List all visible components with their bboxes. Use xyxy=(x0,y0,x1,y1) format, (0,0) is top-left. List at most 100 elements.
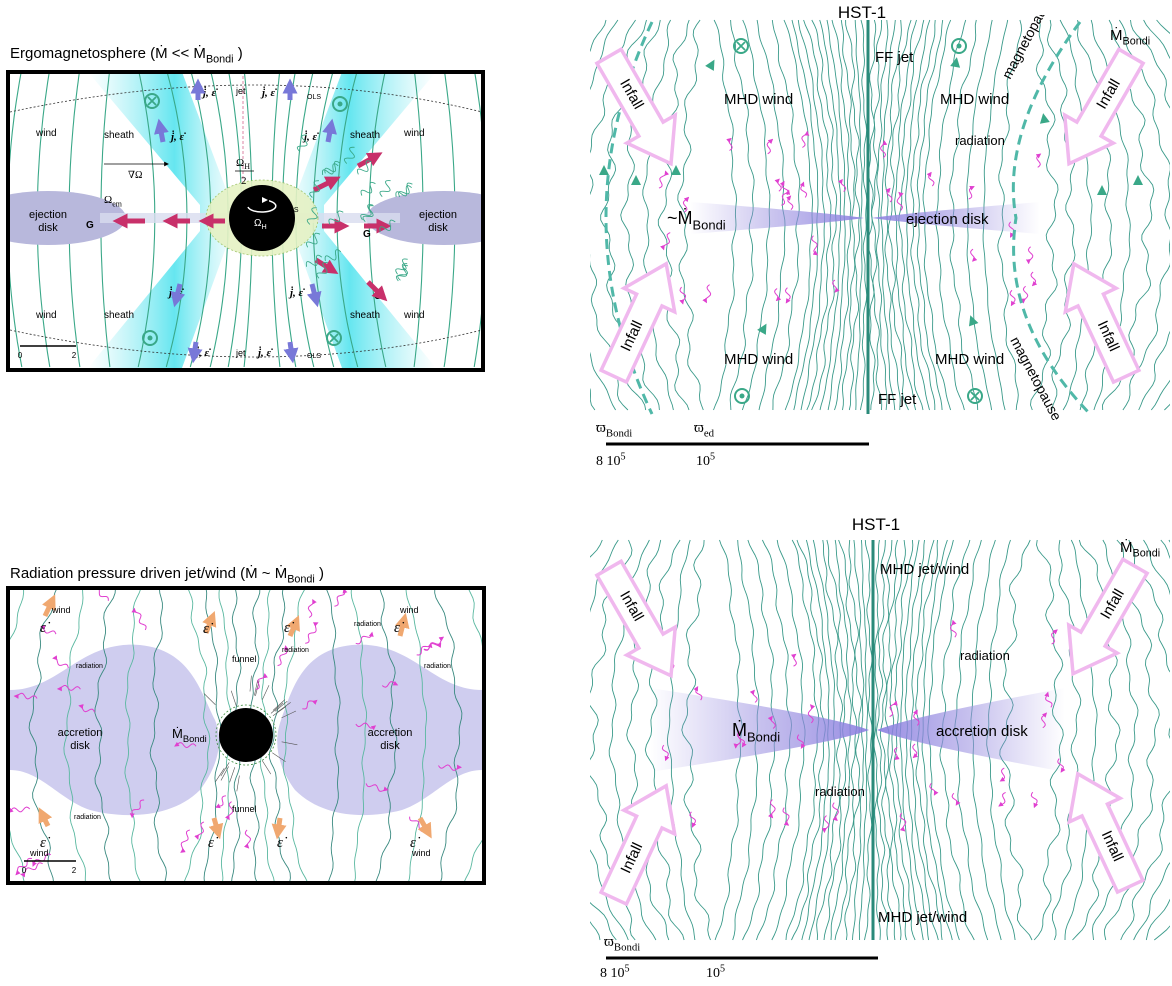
radiation-arrow xyxy=(767,715,776,729)
radiation-arrow xyxy=(78,704,96,713)
accretion-disk-label: accretion disk xyxy=(58,727,103,752)
field-line xyxy=(854,19,863,411)
field-line xyxy=(502,72,516,367)
funnel-line xyxy=(220,762,230,777)
panel-frame xyxy=(6,586,486,885)
radiation-arrow xyxy=(661,744,670,762)
field-direction xyxy=(631,175,641,185)
scale-value-part: 10 xyxy=(696,454,710,469)
funnel-line xyxy=(281,710,297,719)
energy-flux-arrow xyxy=(394,612,410,637)
radiation-arrow xyxy=(786,195,794,210)
ejection-disk-label: ejection disk xyxy=(29,209,67,234)
field-line xyxy=(1059,19,1093,411)
tangled-field xyxy=(360,204,373,221)
flux-arrow xyxy=(187,341,203,364)
mdot-label-part: Bondi xyxy=(747,729,780,744)
scale-name-part: ϖ xyxy=(694,420,704,436)
field-line xyxy=(1133,539,1170,941)
poynting-arrow xyxy=(366,280,388,302)
mdot-label-part: Ṁ xyxy=(732,720,747,740)
jet-wind-label: MHD jet/wind xyxy=(878,909,967,926)
radiation-arrow xyxy=(832,802,839,822)
rotation-arrowhead xyxy=(262,197,268,203)
funnel-line xyxy=(249,675,252,692)
radiation-arrow xyxy=(40,625,57,635)
radiation-arrow xyxy=(726,137,733,151)
infall-outline xyxy=(1063,261,1142,385)
scale-name-part: Bondi xyxy=(614,942,640,954)
radiation-arrow xyxy=(1030,791,1039,809)
radiation-arrow xyxy=(782,807,790,826)
field-line xyxy=(657,19,690,411)
field-line xyxy=(124,590,141,881)
radiation-arrow xyxy=(215,795,226,809)
field-line xyxy=(1051,539,1082,941)
tangled-field xyxy=(296,134,308,152)
mdot-label: ṀBondi xyxy=(732,720,780,744)
radiation-arrow xyxy=(89,590,109,601)
jet-label: jet xyxy=(235,86,246,96)
radiation-arrow xyxy=(749,689,758,703)
flux-arrow xyxy=(154,118,169,143)
radiation-arrow xyxy=(768,799,776,819)
flux-label: j̇, ε̇ xyxy=(201,86,218,99)
ejection-disk-label: ejection disk xyxy=(419,209,457,234)
ff-jet-label: FF jet xyxy=(878,391,917,408)
field-line xyxy=(590,539,629,941)
radiation-arrow xyxy=(1025,246,1034,265)
radiation-arrow xyxy=(305,622,319,644)
field-direction xyxy=(599,165,609,175)
panel-title-part: Ergomagnetosphere (Ṁ << Ṁ xyxy=(10,44,206,62)
radiation-arrow xyxy=(1020,285,1029,304)
field-line xyxy=(808,539,836,941)
field-line xyxy=(876,19,889,411)
scale-label: 2 xyxy=(72,351,77,360)
tangled-field xyxy=(324,160,341,174)
tangled-field xyxy=(362,205,374,222)
mhd-wind-label: MHD wind xyxy=(935,351,1004,368)
tangled-field xyxy=(395,258,408,275)
field-line xyxy=(434,590,463,881)
cross-mark xyxy=(329,333,339,343)
field-line xyxy=(844,539,862,941)
funnel-line xyxy=(229,767,236,783)
radiation-arrow xyxy=(13,692,38,700)
field-line xyxy=(1046,19,1076,411)
radiation-arrow xyxy=(899,812,907,832)
mdot-label-part: Bondi xyxy=(693,217,726,232)
radiation-arrow xyxy=(950,619,957,638)
scale-name: ϖBondi xyxy=(604,934,640,954)
sheath-label: sheath xyxy=(104,310,134,321)
scale-label: 0 xyxy=(22,866,27,875)
scale-value: 8 105 xyxy=(596,451,626,469)
field-direction xyxy=(705,59,715,71)
radiation-arrow xyxy=(811,235,819,256)
tangled-field xyxy=(324,249,342,262)
omega-half-part: H xyxy=(244,162,250,171)
field-line xyxy=(816,539,843,941)
tangled-field xyxy=(360,181,376,196)
funnel-line xyxy=(272,706,287,717)
radiation-arrow xyxy=(416,642,433,656)
energy-flux-arrow xyxy=(208,817,224,840)
field-into-page xyxy=(967,388,983,404)
radiation-label: radiation xyxy=(955,133,1005,148)
disk xyxy=(690,202,864,234)
field-line xyxy=(834,539,858,941)
field-line xyxy=(859,19,868,411)
field-line xyxy=(642,19,674,411)
radiation-arrow xyxy=(784,287,791,304)
field-into-page xyxy=(326,330,342,346)
radiation-arrow xyxy=(766,138,774,155)
radiation-arrow xyxy=(355,722,377,731)
sheath-label: sheath xyxy=(350,130,380,141)
field-line xyxy=(889,539,907,941)
mdot-label-part: ~Ṁ xyxy=(667,208,693,228)
radiation-arrow xyxy=(355,631,374,645)
scale-value: 105 xyxy=(696,451,715,469)
field-line xyxy=(873,539,881,941)
radiation-arrow xyxy=(10,806,31,814)
field-line xyxy=(405,590,428,881)
scale-value-part: 5 xyxy=(710,451,715,462)
